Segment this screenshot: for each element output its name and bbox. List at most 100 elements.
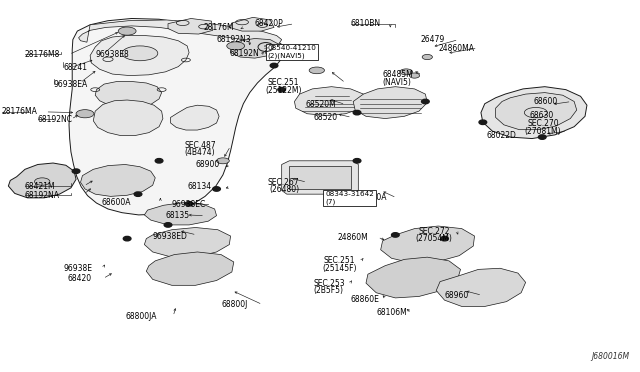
Text: 08540-41210
(2)(NAVI5): 08540-41210 (2)(NAVI5) [268, 45, 317, 58]
Polygon shape [381, 226, 474, 263]
Ellipse shape [265, 48, 283, 56]
Text: SEC.270: SEC.270 [527, 119, 559, 128]
Text: 68420P: 68420P [255, 19, 284, 28]
Circle shape [392, 233, 399, 237]
Polygon shape [145, 228, 230, 257]
Circle shape [185, 202, 193, 206]
Text: SEC.267: SEC.267 [268, 178, 300, 187]
Text: 68022D: 68022D [486, 131, 516, 141]
Text: 68600A: 68600A [102, 198, 131, 207]
Text: 28176MA: 28176MA [2, 108, 38, 116]
Ellipse shape [410, 73, 420, 78]
Text: 96938ED: 96938ED [153, 231, 188, 241]
Polygon shape [168, 19, 212, 34]
Circle shape [441, 236, 449, 241]
Polygon shape [481, 87, 587, 138]
Circle shape [164, 223, 172, 227]
Circle shape [124, 236, 131, 241]
Text: 24860M: 24860M [338, 232, 369, 242]
Ellipse shape [422, 54, 433, 60]
Ellipse shape [400, 69, 413, 75]
Text: 68134: 68134 [188, 182, 212, 191]
Text: J680016M: J680016M [591, 352, 630, 361]
Circle shape [134, 192, 142, 196]
Polygon shape [8, 163, 76, 198]
Ellipse shape [35, 178, 50, 185]
Polygon shape [93, 100, 163, 136]
Text: 96938EC: 96938EC [172, 200, 206, 209]
Ellipse shape [122, 46, 158, 61]
Text: 68241: 68241 [63, 63, 87, 72]
Polygon shape [145, 203, 216, 225]
Polygon shape [289, 166, 351, 189]
Polygon shape [79, 20, 282, 44]
Text: (25145F): (25145F) [322, 264, 356, 273]
Text: 96938EA: 96938EA [54, 80, 88, 89]
Text: 08343-31642
(7): 08343-31642 (7) [325, 191, 374, 205]
Circle shape [479, 120, 486, 125]
Polygon shape [81, 164, 156, 196]
Polygon shape [69, 19, 285, 215]
Text: 68192NA: 68192NA [25, 191, 60, 200]
Text: (25122M): (25122M) [266, 86, 302, 95]
Ellipse shape [76, 110, 94, 118]
Circle shape [422, 99, 429, 104]
Text: 68192N3: 68192N3 [216, 35, 251, 44]
Ellipse shape [309, 67, 324, 74]
Polygon shape [436, 268, 525, 307]
Polygon shape [230, 38, 279, 58]
Polygon shape [353, 87, 428, 119]
Text: SEC.251: SEC.251 [268, 78, 299, 87]
Polygon shape [229, 17, 274, 31]
Text: 28176M8: 28176M8 [25, 50, 60, 59]
Ellipse shape [227, 42, 244, 50]
Polygon shape [495, 93, 577, 130]
Text: 68192N: 68192N [229, 49, 259, 58]
Text: SEC.487: SEC.487 [184, 141, 216, 150]
Circle shape [278, 87, 285, 92]
Text: S: S [264, 45, 268, 49]
Text: SEC.272: SEC.272 [419, 227, 451, 236]
Polygon shape [90, 36, 189, 76]
Text: 68485M: 68485M [383, 70, 413, 79]
Text: (2B5F5): (2B5F5) [314, 286, 344, 295]
Text: 96938E: 96938E [63, 264, 92, 273]
Circle shape [353, 192, 361, 196]
Text: 28176M: 28176M [204, 23, 234, 32]
Circle shape [353, 158, 361, 163]
Text: (26480): (26480) [269, 185, 299, 194]
Circle shape [72, 169, 80, 173]
Polygon shape [366, 257, 461, 298]
Circle shape [538, 135, 546, 139]
Text: 6810BN: 6810BN [351, 19, 381, 28]
Polygon shape [147, 252, 234, 285]
Text: SEC.253: SEC.253 [314, 279, 345, 288]
Text: (27081M): (27081M) [524, 126, 561, 136]
Text: 68192NC: 68192NC [38, 115, 73, 124]
Text: 68600: 68600 [534, 97, 558, 106]
Text: 24860MA: 24860MA [438, 44, 474, 52]
Text: 68900: 68900 [195, 160, 220, 169]
Text: 68800JA: 68800JA [125, 312, 157, 321]
Text: 68960: 68960 [445, 291, 468, 300]
Circle shape [270, 63, 278, 68]
Text: 68600A: 68600A [357, 193, 387, 202]
Text: 68520M: 68520M [306, 100, 337, 109]
Polygon shape [95, 81, 162, 108]
Text: 68630: 68630 [529, 111, 554, 120]
Text: 26479: 26479 [421, 35, 445, 44]
Ellipse shape [118, 27, 136, 35]
Ellipse shape [216, 158, 229, 164]
Text: 68860E: 68860E [351, 295, 380, 304]
Circle shape [353, 110, 361, 115]
Text: 68135: 68135 [166, 211, 189, 220]
Text: 68800J: 68800J [221, 300, 248, 309]
Text: 68106M: 68106M [376, 308, 407, 317]
Text: 68420: 68420 [68, 274, 92, 283]
Circle shape [156, 158, 163, 163]
Text: (27054M): (27054M) [416, 234, 452, 243]
Text: (4B474): (4B474) [184, 148, 215, 157]
Text: (NAVI5): (NAVI5) [383, 78, 412, 87]
Polygon shape [171, 105, 219, 130]
Circle shape [212, 187, 220, 191]
